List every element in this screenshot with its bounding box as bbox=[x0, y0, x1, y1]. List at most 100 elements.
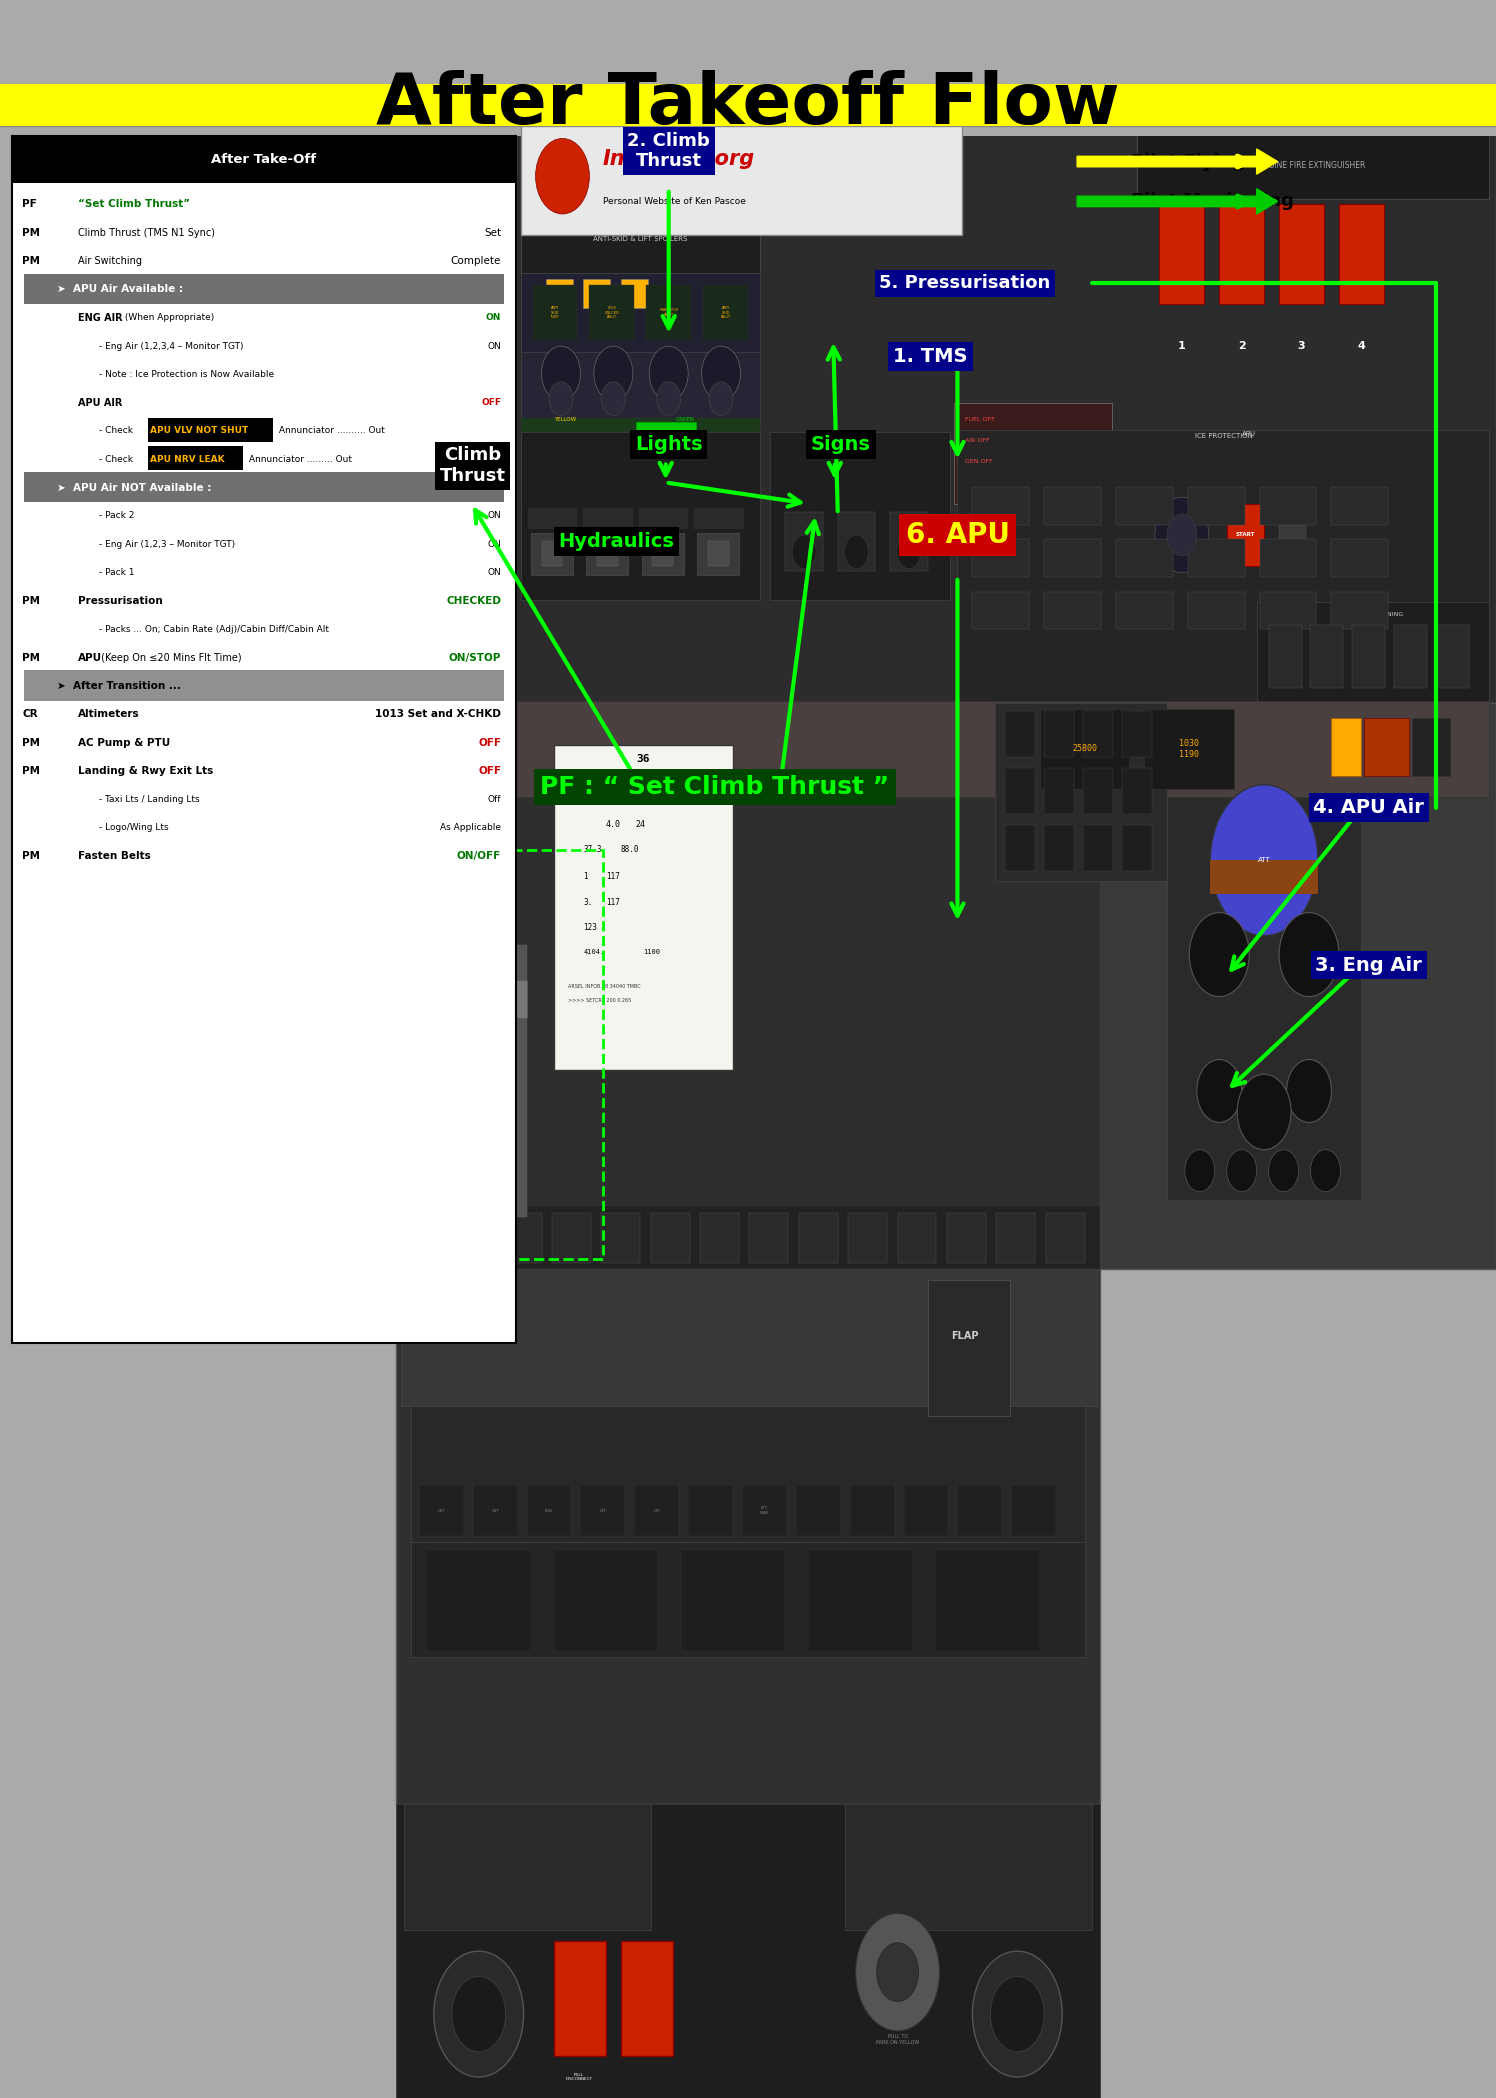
Bar bbox=[694, 508, 744, 529]
Text: - Packs ... On; Cabin Rate (Adj)/Cabin Diff/Cabin Alt: - Packs ... On; Cabin Rate (Adj)/Cabin D… bbox=[99, 625, 329, 634]
Text: APU: APU bbox=[78, 652, 102, 663]
Text: ASI: ASI bbox=[172, 952, 181, 957]
Bar bbox=[148, 445, 244, 470]
Bar bbox=[533, 285, 577, 340]
Bar bbox=[621, 1941, 673, 2056]
Text: - Taxi Lts / Landing Lts: - Taxi Lts / Landing Lts bbox=[99, 795, 199, 804]
Bar bbox=[1436, 625, 1469, 688]
Text: “Set Climb Thrust”: “Set Climb Thrust” bbox=[78, 199, 190, 210]
Text: 4: 4 bbox=[1357, 342, 1366, 350]
Circle shape bbox=[793, 535, 817, 569]
Bar bbox=[808, 1550, 913, 1651]
Bar bbox=[1122, 825, 1152, 871]
Bar bbox=[1044, 592, 1101, 629]
Text: 1. TMS: 1. TMS bbox=[893, 346, 968, 367]
Bar bbox=[554, 1550, 658, 1651]
Text: ON: ON bbox=[488, 342, 501, 350]
Bar bbox=[0, 84, 1496, 126]
Text: GREEN: GREEN bbox=[676, 418, 694, 422]
Bar bbox=[473, 1485, 518, 1536]
Text: 3: 3 bbox=[1297, 342, 1306, 350]
Bar bbox=[681, 1550, 785, 1651]
Text: ON: ON bbox=[488, 512, 501, 520]
Bar bbox=[1269, 625, 1302, 688]
Bar bbox=[1310, 625, 1343, 688]
Text: 123: 123 bbox=[583, 923, 597, 932]
Bar bbox=[1005, 825, 1035, 871]
Text: AIR OFF: AIR OFF bbox=[965, 438, 989, 443]
Bar bbox=[799, 1213, 838, 1263]
FancyArrow shape bbox=[1077, 189, 1278, 214]
Bar bbox=[168, 860, 275, 894]
Text: Infinidim.org: Infinidim.org bbox=[603, 149, 755, 170]
Bar bbox=[1257, 602, 1489, 703]
Bar bbox=[446, 980, 467, 1018]
Bar bbox=[703, 285, 748, 340]
Text: START: START bbox=[1236, 533, 1255, 537]
Text: OFF: OFF bbox=[479, 738, 501, 747]
Circle shape bbox=[1155, 497, 1209, 573]
Text: 1030
1190: 1030 1190 bbox=[1179, 738, 1200, 759]
Text: PM: PM bbox=[22, 256, 40, 266]
Circle shape bbox=[1237, 1074, 1291, 1150]
Bar bbox=[396, 703, 1100, 1269]
Circle shape bbox=[268, 1150, 298, 1192]
Bar bbox=[890, 512, 928, 571]
Bar bbox=[1083, 825, 1113, 871]
Circle shape bbox=[1167, 514, 1197, 556]
Text: GEN OFF: GEN OFF bbox=[965, 459, 993, 464]
Bar bbox=[224, 709, 344, 789]
Bar bbox=[601, 1213, 640, 1263]
Bar bbox=[1116, 592, 1173, 629]
Text: PULL
DISCONNECT: PULL DISCONNECT bbox=[565, 2073, 592, 2081]
Text: Personal Website of Ken Pascoe: Personal Website of Ken Pascoe bbox=[603, 197, 747, 206]
Bar bbox=[516, 126, 1496, 703]
Text: FUEL: FUEL bbox=[545, 1508, 554, 1513]
Bar bbox=[0, 126, 516, 130]
Bar bbox=[634, 1485, 679, 1536]
Circle shape bbox=[1279, 913, 1339, 997]
Circle shape bbox=[844, 535, 868, 569]
Text: ANTI
SKID
FAULT: ANTI SKID FAULT bbox=[721, 306, 730, 319]
Text: 4104.: 4104. bbox=[583, 950, 604, 955]
Text: 1030
1190: 1030 1190 bbox=[274, 738, 295, 759]
Text: OFF: OFF bbox=[654, 1508, 660, 1513]
Text: ELECTRIC: ELECTRIC bbox=[844, 432, 877, 436]
Bar bbox=[1137, 432, 1361, 600]
Circle shape bbox=[142, 1150, 172, 1192]
Text: After Take-Off: After Take-Off bbox=[211, 153, 317, 166]
Bar bbox=[503, 1213, 542, 1263]
Text: Annunciator .......... Out: Annunciator .......... Out bbox=[277, 426, 384, 436]
Bar bbox=[1188, 487, 1245, 524]
Bar bbox=[1279, 554, 1306, 575]
Circle shape bbox=[194, 1074, 248, 1150]
Circle shape bbox=[154, 1059, 199, 1122]
Bar bbox=[1044, 825, 1074, 871]
Circle shape bbox=[1227, 1150, 1257, 1192]
Text: 25800: 25800 bbox=[1073, 745, 1097, 753]
Bar bbox=[972, 592, 1029, 629]
Bar bbox=[521, 279, 760, 430]
Circle shape bbox=[702, 346, 741, 401]
Bar bbox=[132, 718, 177, 776]
Text: (When Appropriate): (When Appropriate) bbox=[121, 313, 217, 323]
Text: CR: CR bbox=[22, 709, 37, 720]
Bar bbox=[580, 1485, 625, 1536]
Bar bbox=[583, 508, 633, 529]
Bar bbox=[957, 430, 1489, 703]
Bar bbox=[1227, 504, 1264, 566]
Bar bbox=[1167, 749, 1361, 1200]
Bar bbox=[708, 541, 729, 566]
Bar bbox=[1083, 711, 1113, 757]
Bar bbox=[404, 1213, 443, 1263]
Text: OUT: OUT bbox=[492, 1508, 498, 1513]
Bar bbox=[1210, 860, 1318, 894]
Text: ➤  APU Air Available :: ➤ APU Air Available : bbox=[57, 285, 183, 294]
Bar bbox=[419, 1485, 464, 1536]
Text: ON: ON bbox=[488, 539, 501, 550]
Circle shape bbox=[972, 1951, 1062, 2077]
Bar bbox=[1040, 709, 1129, 789]
Circle shape bbox=[657, 382, 681, 415]
Bar bbox=[583, 279, 610, 308]
Bar bbox=[972, 539, 1029, 577]
